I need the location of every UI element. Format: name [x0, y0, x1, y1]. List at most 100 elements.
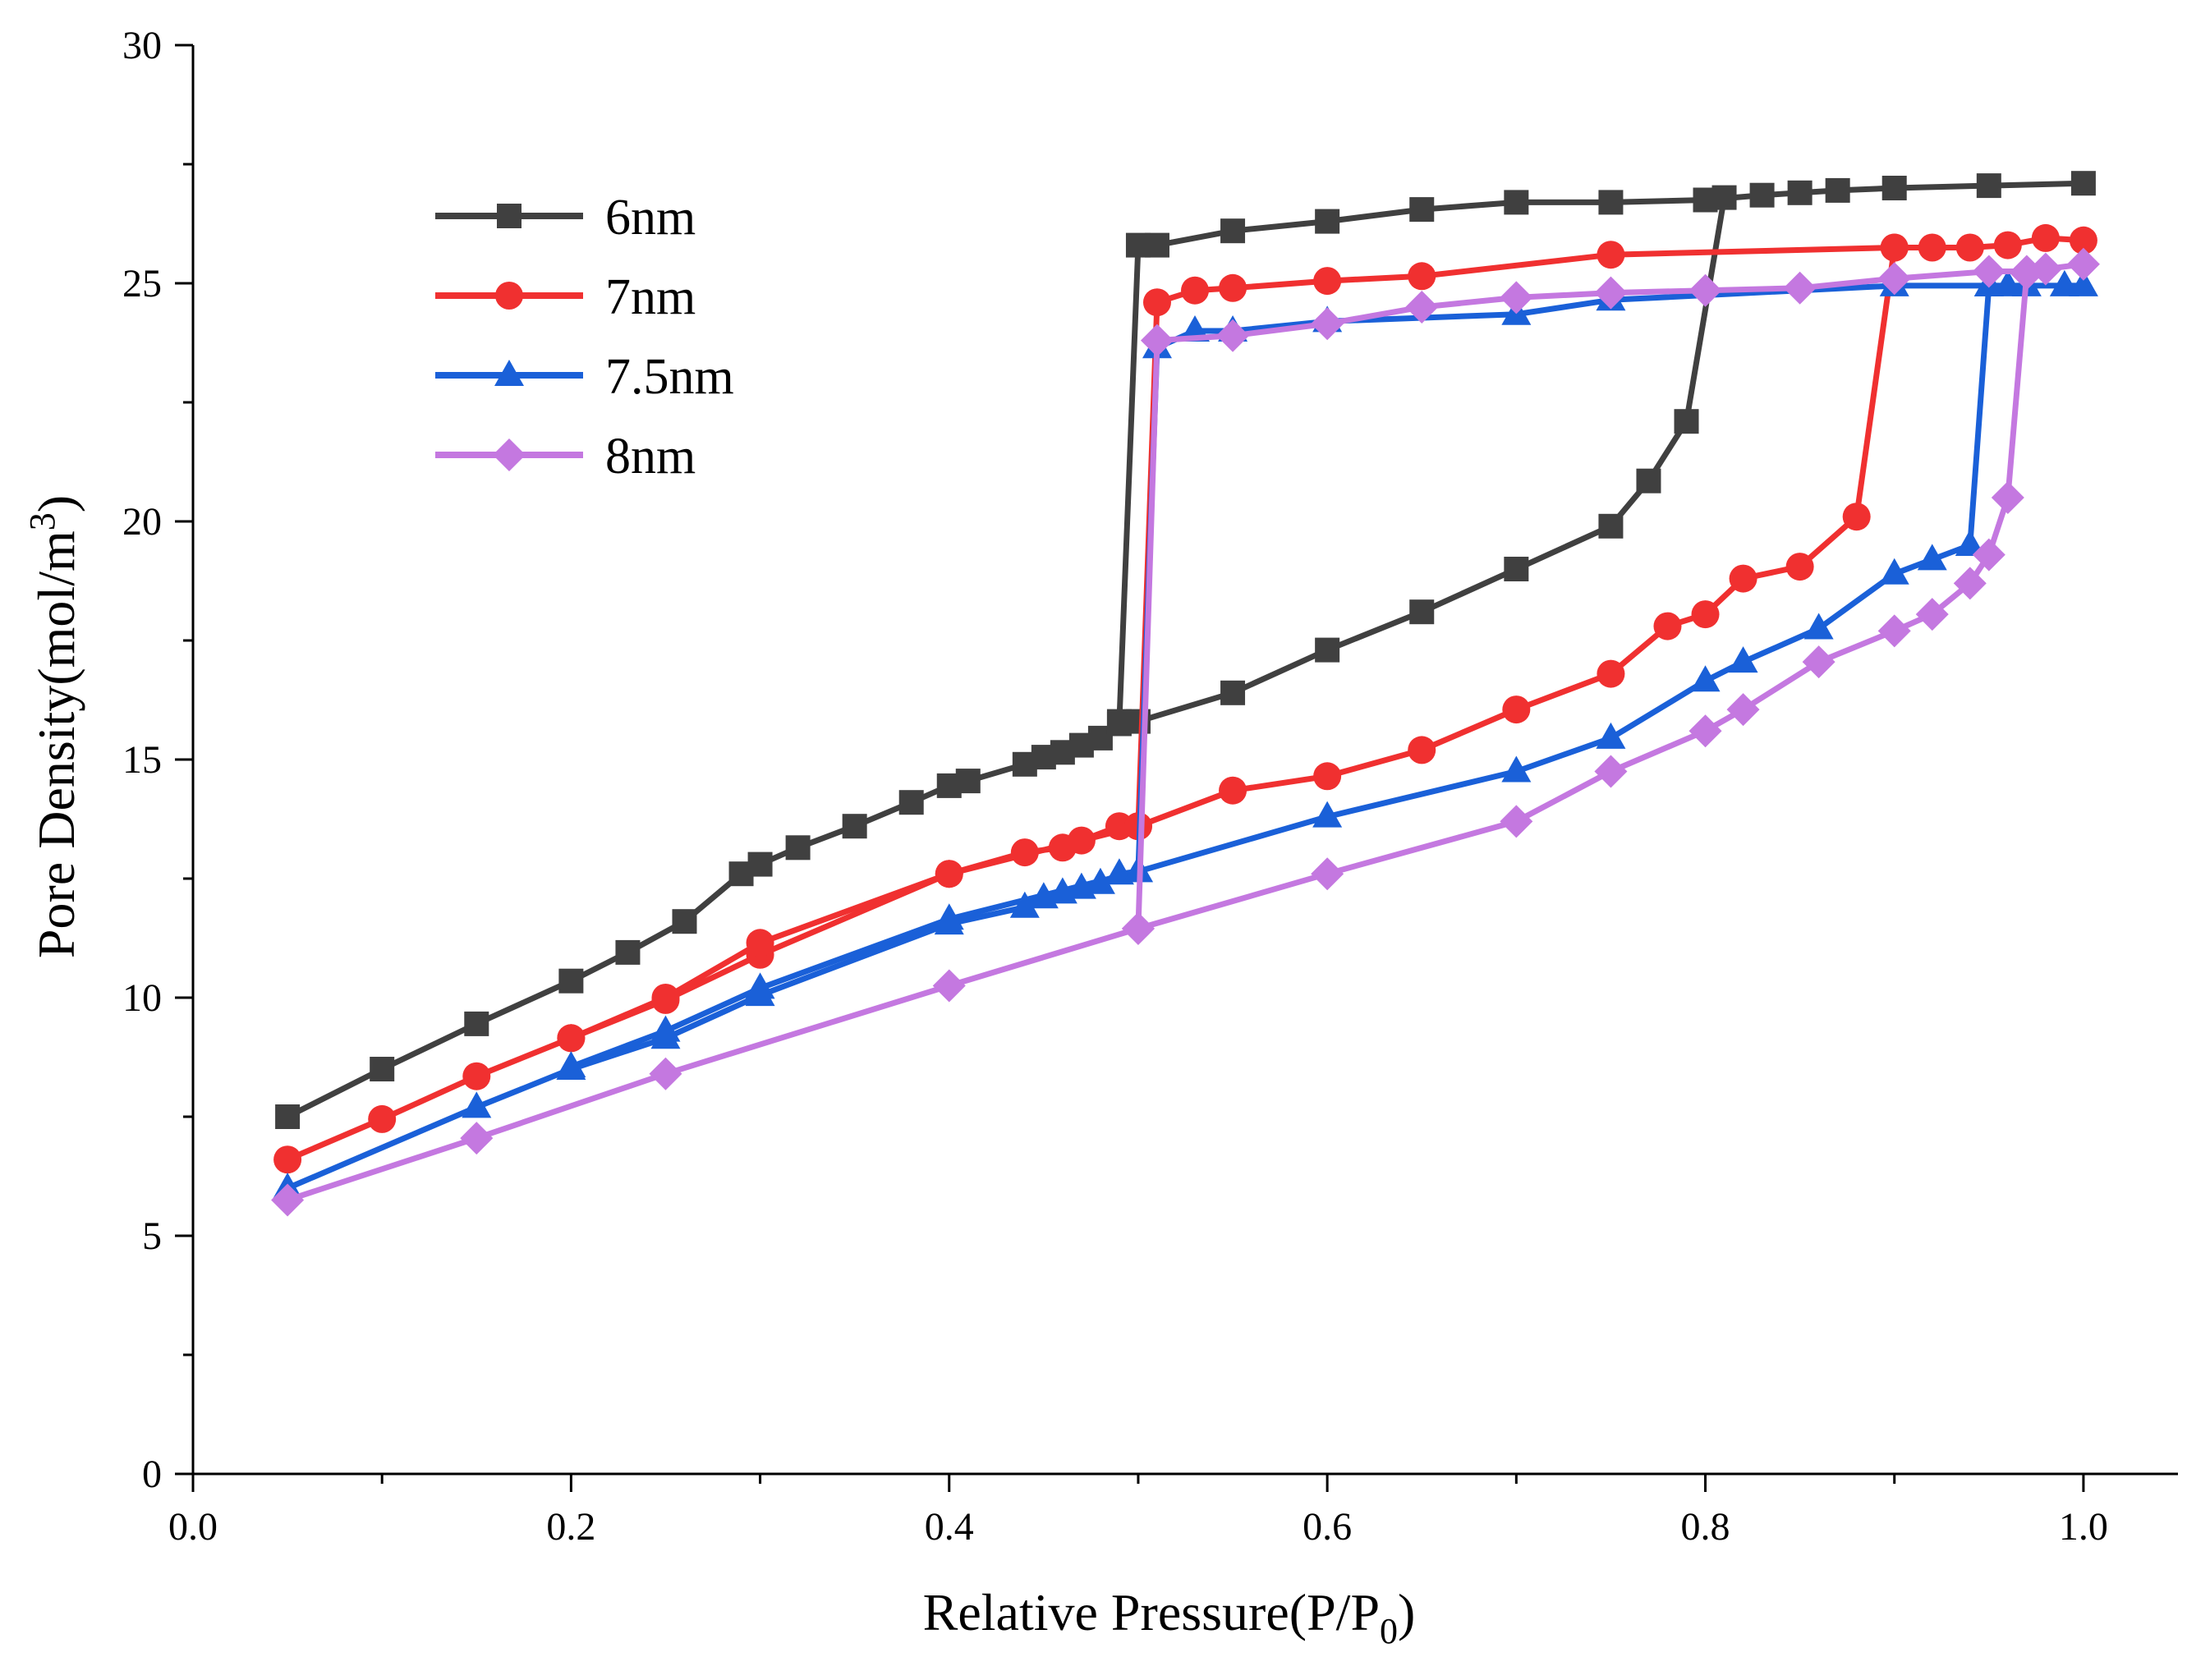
- legend-label: 8nm: [605, 429, 696, 484]
- data-point-diamond: [932, 969, 966, 1003]
- data-point-circle: [1918, 233, 1946, 262]
- data-point-circle: [368, 1104, 397, 1133]
- data-point-triangle: [1803, 613, 1834, 640]
- data-point-triangle: [1312, 801, 1343, 828]
- series-6nm: [275, 171, 2096, 1129]
- data-point-diamond: [1405, 291, 1439, 324]
- data-point-diamond: [2066, 247, 2100, 281]
- data-point-triangle: [650, 1015, 681, 1042]
- data-point-diamond: [1594, 755, 1628, 788]
- x-axis-title-end: ): [1398, 1583, 1415, 1641]
- data-point-triangle: [1085, 867, 1115, 894]
- data-point-square: [1220, 218, 1246, 244]
- data-point-square: [2070, 171, 2096, 196]
- legend: 6nm 7nm 7.5nm 8nm: [435, 190, 734, 484]
- data-point-circle: [2031, 223, 2060, 252]
- data-point-circle: [273, 1145, 302, 1174]
- data-point-diamond: [1121, 911, 1155, 945]
- series-line-adsorption: [284, 195, 1728, 1120]
- data-point-circle: [1597, 659, 1625, 688]
- legend-item: 8nm: [435, 429, 696, 484]
- data-point-square: [1976, 173, 2001, 199]
- data-point-diamond: [649, 1057, 682, 1090]
- data-point-circle: [1691, 600, 1720, 629]
- x-axis-title-main: Relative Pressure(P/P: [923, 1583, 1380, 1641]
- y-tick-label: 25: [122, 262, 162, 305]
- data-point-triangle: [745, 972, 775, 999]
- data-point-circle: [1785, 553, 1814, 581]
- data-point-square: [672, 909, 697, 934]
- data-point-triangle: [1690, 665, 1721, 692]
- y-tick-label: 15: [122, 738, 162, 782]
- data-point-square: [1636, 468, 1661, 493]
- data-point-diamond: [460, 1122, 494, 1155]
- legend-item: 6nm: [435, 190, 696, 246]
- data-point-diamond: [1802, 645, 1836, 679]
- data-point-circle: [1653, 612, 1682, 640]
- data-point-triangle: [1501, 755, 1532, 783]
- x-tick-label: 0.0: [168, 1505, 218, 1549]
- data-point-square: [464, 1011, 489, 1036]
- data-point-circle: [1842, 503, 1871, 531]
- data-point-square: [1106, 709, 1132, 734]
- data-point-diamond: [1500, 281, 1533, 314]
- data-point-square: [1825, 177, 1850, 203]
- data-point-diamond: [1688, 273, 1722, 307]
- data-point-triangle: [1955, 530, 1985, 556]
- data-point-circle: [1313, 762, 1342, 791]
- data-point-square: [275, 1104, 301, 1129]
- y-tick-label: 5: [142, 1214, 162, 1258]
- data-point-square: [1125, 232, 1151, 258]
- data-point-circle: [1955, 233, 1984, 262]
- data-point-square: [898, 790, 924, 815]
- x-axis-title-subscript: 0: [1380, 1611, 1398, 1651]
- data-point-circle: [1010, 838, 1039, 867]
- data-point-circle: [1219, 776, 1247, 805]
- data-point-diamond: [1311, 857, 1344, 891]
- plot-series: [271, 171, 2100, 1217]
- x-tick-label: 0.4: [925, 1505, 974, 1549]
- data-point-diamond: [1915, 598, 1949, 631]
- y-axis-title: Pore Density(mol/m3): [22, 495, 85, 958]
- data-point-triangle: [1596, 722, 1626, 749]
- data-point-circle: [1502, 695, 1531, 724]
- series-line-desorption: [567, 282, 2087, 1070]
- data-point-triangle: [2068, 269, 2098, 296]
- data-point-diamond: [2010, 255, 2043, 288]
- y-ticks: 0 5 10 15 20 25 30: [122, 24, 193, 1496]
- data-point-diamond: [1972, 255, 2006, 288]
- data-point-triangle: [1992, 269, 2023, 296]
- x-tick-label: 1.0: [2059, 1505, 2108, 1549]
- legend-label: 7.5nm: [605, 349, 734, 405]
- data-point-square: [1598, 190, 1624, 215]
- data-point-square: [1504, 557, 1529, 581]
- data-point-diamond: [1726, 693, 1760, 727]
- data-point-square: [1881, 176, 1907, 200]
- data-point-diamond: [1500, 805, 1533, 838]
- x-axis-title: Relative Pressure(P/P0): [923, 1583, 1416, 1651]
- data-point-square: [747, 851, 773, 877]
- series-7nm: [273, 223, 2097, 1174]
- data-point-square: [1598, 513, 1624, 539]
- data-point-diamond: [1972, 538, 2006, 571]
- data-point-diamond: [1877, 262, 1911, 296]
- data-point-triangle: [462, 1091, 492, 1118]
- x-ticks: 0.0 0.2 0.4 0.6 0.8 1.0: [168, 1474, 2108, 1549]
- data-point-triangle: [1009, 891, 1040, 918]
- x-tick-label: 0.2: [546, 1505, 595, 1549]
- data-point-circle: [651, 984, 680, 1012]
- y-axis-title-main: Pore Density(mol/m: [27, 530, 85, 958]
- data-point-square: [842, 814, 867, 839]
- data-point-triangle: [1728, 646, 1758, 673]
- data-point-circle: [1880, 233, 1909, 262]
- data-point-square: [955, 769, 981, 794]
- series-line-adsorption: [284, 282, 1992, 1191]
- series-8nm: [271, 247, 2100, 1217]
- data-point-diamond: [1688, 714, 1722, 748]
- data-point-square: [785, 835, 811, 861]
- data-point-circle: [557, 1024, 586, 1053]
- legend-item: 7nm: [435, 269, 696, 325]
- data-point-triangle: [556, 1051, 586, 1078]
- data-point-square: [1220, 680, 1246, 705]
- data-point-square: [1409, 599, 1435, 625]
